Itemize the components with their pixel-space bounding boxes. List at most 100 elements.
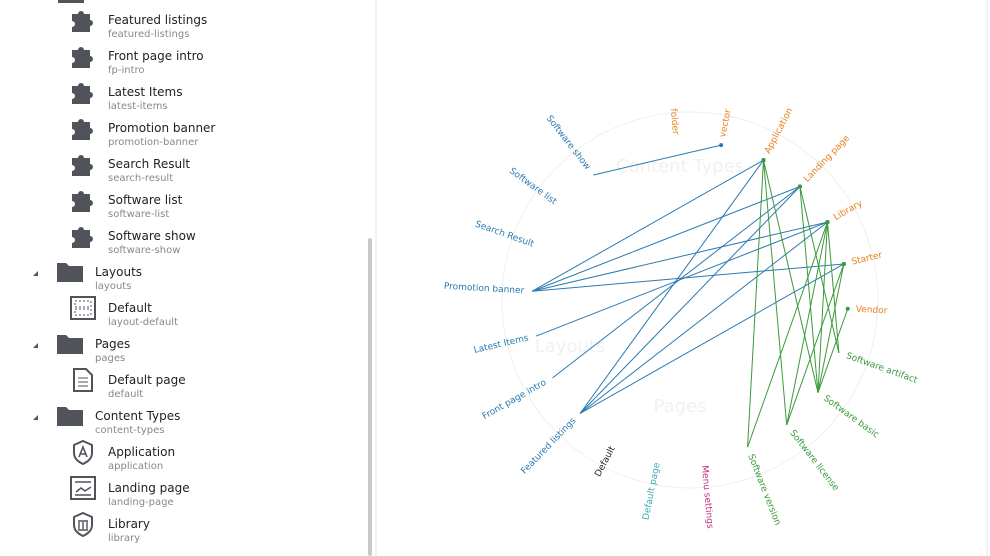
puzzle-icon	[72, 47, 93, 68]
edge	[747, 160, 765, 448]
edge	[763, 160, 819, 393]
expand-arrow[interactable]	[33, 343, 38, 348]
tree-item[interactable]: Software show software-show	[72, 227, 196, 256]
item-alias: landing-page	[108, 497, 174, 508]
edge	[579, 221, 828, 414]
edge	[531, 159, 764, 292]
node-label[interactable]: Software license	[787, 429, 840, 494]
edge	[786, 221, 828, 426]
folder-icon	[57, 263, 83, 282]
node-label[interactable]: Application	[763, 106, 795, 155]
puzzle-icon	[72, 227, 93, 248]
document-icon	[73, 368, 93, 392]
node-label[interactable]: Software list	[507, 166, 558, 207]
edge	[532, 221, 828, 292]
edge	[579, 159, 764, 414]
puzzle-icon	[72, 11, 93, 32]
scrollbar[interactable]	[368, 238, 372, 556]
tree-item[interactable]: Library library	[73, 511, 150, 544]
tree-item[interactable]: Default page default	[73, 368, 186, 400]
node-label[interactable]: Starter	[851, 251, 884, 268]
landing-icon	[75, 481, 92, 496]
edge	[826, 222, 840, 353]
item-title: Featured listings	[108, 13, 207, 27]
item-alias: search-result	[108, 173, 173, 184]
item-alias: layouts	[95, 281, 131, 292]
node-label[interactable]: Promotion banner	[444, 282, 525, 296]
tree-item[interactable]: Front page intro fp-intro	[72, 47, 204, 76]
edge-end	[825, 220, 830, 225]
node-label[interactable]: Front page intro	[481, 378, 549, 422]
diagram: Content Types Layouts Pages folder vector App…	[444, 106, 919, 529]
folder-icon	[58, 0, 84, 3]
edge	[532, 263, 844, 292]
edge	[579, 186, 801, 414]
ring	[501, 111, 879, 489]
tree-item[interactable]: Promotion banner promotion-banner	[72, 119, 215, 148]
expand-arrow[interactable]	[33, 415, 38, 420]
node-label[interactable]: Default	[593, 444, 617, 478]
node-label[interactable]: Menu settings	[699, 465, 715, 529]
node-label[interactable]: vector	[718, 108, 733, 138]
item-alias: application	[108, 461, 163, 472]
item-title: Latest Items	[108, 85, 182, 99]
tree-item[interactable]: Content Types content-types	[33, 407, 180, 436]
sidebar	[0, 0, 376, 556]
item-alias: software-show	[108, 245, 180, 256]
layout-icon	[74, 308, 92, 316]
node-label[interactable]: Default page	[641, 461, 662, 521]
tree-item[interactable]: Layouts layouts	[33, 263, 142, 292]
library-icon	[78, 520, 88, 531]
layout-icon	[70, 296, 96, 320]
node-label[interactable]: Latest Items	[473, 333, 530, 356]
item-alias: pages	[95, 353, 125, 364]
tree-item[interactable]: Latest Items latest-items	[72, 83, 182, 112]
item-title: Pages	[95, 337, 130, 351]
item-alias: layout-default	[108, 317, 178, 328]
tree-item[interactable]: Featured listings featured-listings	[72, 11, 207, 40]
tree-item[interactable]: Pages pages	[33, 335, 130, 364]
shield-icon	[78, 444, 88, 458]
item-alias: fp-intro	[108, 65, 145, 76]
tree-item[interactable]: Default layout-default	[70, 296, 178, 328]
puzzle-icon	[72, 191, 93, 212]
edge	[579, 263, 845, 414]
item-title: Default page	[108, 373, 186, 387]
node-label[interactable]: Software version	[745, 453, 782, 527]
item-alias: promotion-banner	[108, 137, 199, 148]
shield-icon	[73, 439, 93, 466]
edge-end	[719, 143, 724, 148]
tree-item[interactable]: Application application	[73, 439, 175, 472]
item-title: Software list	[108, 193, 183, 207]
node-label[interactable]: Software basic	[821, 394, 880, 441]
group-label: Pages	[654, 396, 707, 417]
tree: Featured listings featured-listings Front …	[33, 11, 215, 544]
node-label[interactable]: Software show	[544, 114, 592, 172]
edge	[799, 186, 840, 353]
edge	[786, 263, 845, 426]
item-title: Layouts	[95, 265, 142, 279]
puzzle-icon	[72, 83, 93, 104]
expand-arrow[interactable]	[33, 271, 38, 276]
node-label[interactable]: Search Result	[474, 220, 536, 250]
library-icon	[73, 511, 93, 538]
tree-item[interactable]: Software list software-list	[72, 191, 183, 220]
item-title: Application	[108, 445, 175, 459]
node-label[interactable]: Software artifact	[845, 351, 919, 386]
node-label[interactable]: Landing page	[802, 133, 852, 184]
layout-icon	[74, 300, 92, 308]
item-title: Library	[108, 517, 150, 531]
item-title: Landing page	[108, 481, 190, 495]
node-label[interactable]: folder	[668, 108, 680, 135]
item-title: Search Result	[108, 157, 190, 171]
folder-icon	[57, 335, 83, 354]
edge-end	[845, 306, 850, 311]
tree-item[interactable]: Search Result search-result	[72, 155, 190, 184]
folder-icon	[57, 407, 83, 426]
item-title: Front page intro	[108, 49, 204, 63]
tree-item[interactable]: Landing page landing-page	[70, 476, 190, 508]
node-label[interactable]: Vendor	[855, 305, 887, 317]
item-alias: software-list	[108, 209, 169, 220]
edge	[763, 160, 788, 426]
